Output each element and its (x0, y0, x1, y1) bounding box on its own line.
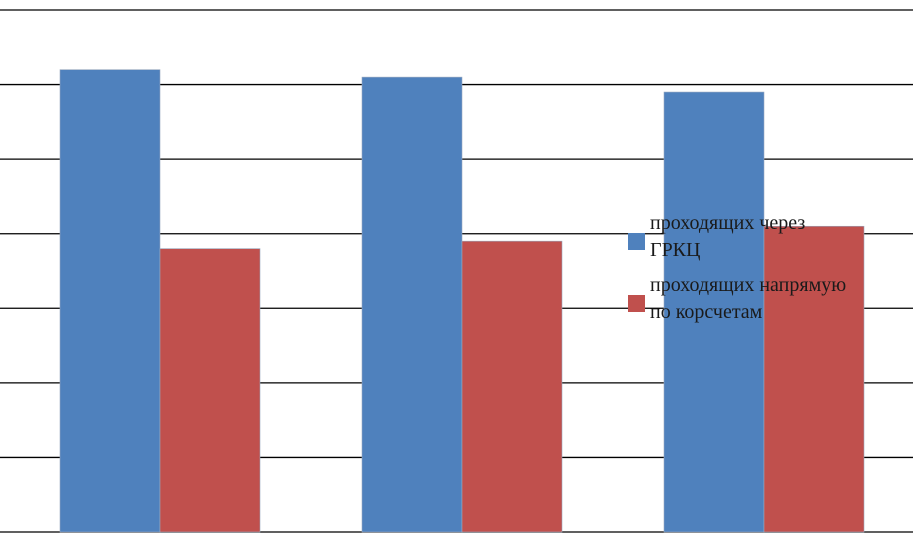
bar-series-1-group-2 (361, 76, 463, 533)
bars (59, 69, 865, 533)
bar-series-1-group-3 (663, 91, 765, 533)
bar-series-2-group-2 (461, 240, 563, 533)
bar-series-1-group-1 (59, 69, 161, 533)
legend-label-series-1-line-2: ГРКЦ (650, 239, 700, 261)
bar-series-2-group-1 (159, 248, 261, 533)
legend: проходящих через ГРКЦ проходящих напрямую п… (628, 212, 846, 323)
legend-key-series-2 (628, 295, 645, 312)
legend-label-series-1-line-1: проходящих через (650, 212, 805, 234)
legend-label-series-2-line-2: по корсчетам (650, 301, 763, 323)
legend-label-series-2-line-1: проходящих напрямую (650, 274, 846, 296)
bar-series-2-group-3 (763, 225, 865, 533)
legend-key-series-1 (628, 233, 645, 250)
